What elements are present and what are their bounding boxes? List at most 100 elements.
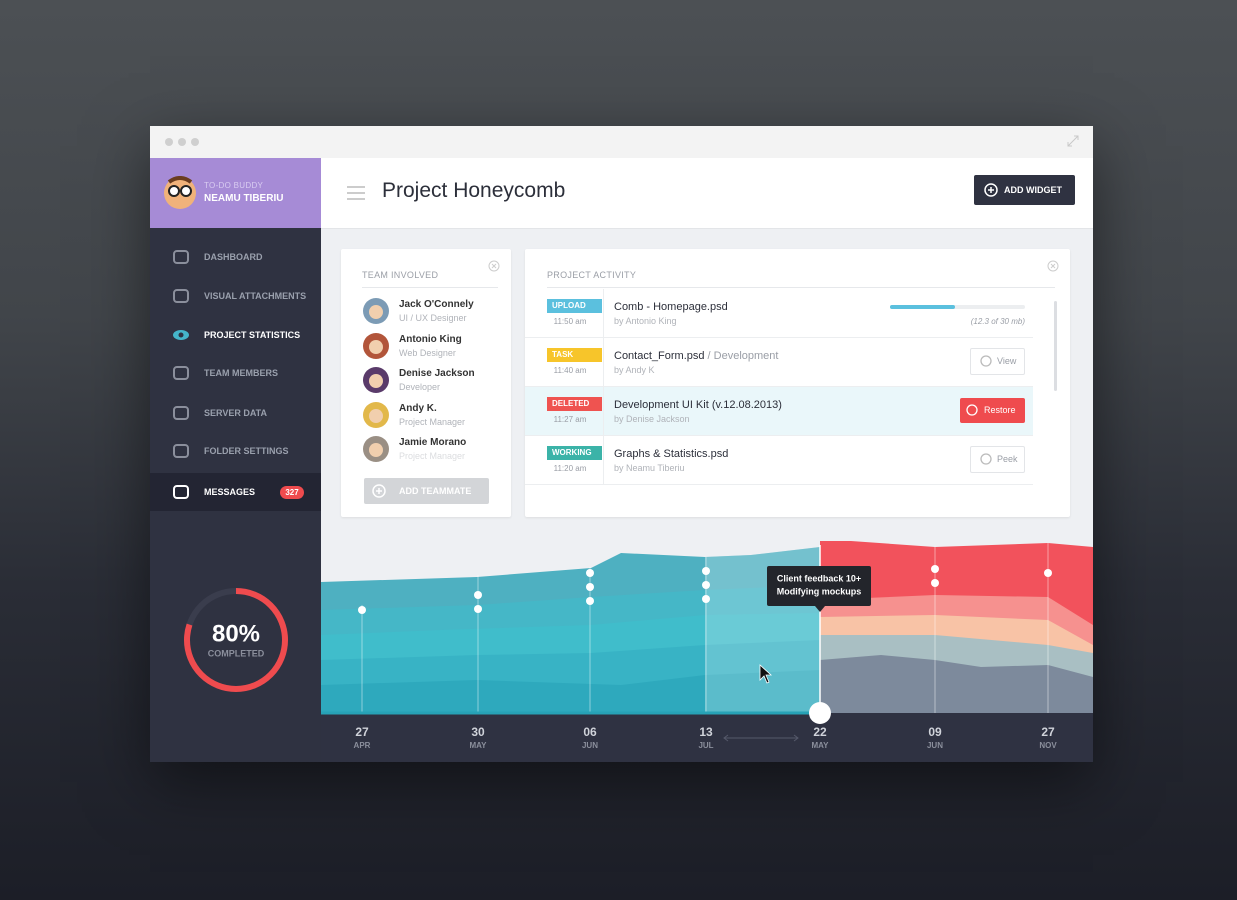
- activity-tag: UPLOAD: [547, 299, 602, 313]
- date-day: 09: [928, 725, 942, 739]
- icon-shape: [173, 289, 189, 303]
- date-month: JUN: [582, 741, 598, 750]
- file-name: Graphs & Statistics.psd: [614, 448, 728, 460]
- page-title: Project Honeycomb: [382, 179, 566, 202]
- file-name: Comb - Homepage.psd: [614, 301, 728, 313]
- menu-item[interactable]: PROJECT STATISTICS: [150, 316, 321, 354]
- menu-icon: [173, 444, 189, 458]
- menu-item[interactable]: FOLDER SETTINGS: [150, 432, 321, 470]
- date-month: NOV: [1039, 741, 1057, 750]
- icon-shape: [980, 355, 992, 367]
- icon-shape: [178, 332, 184, 338]
- file-name: Development UI Kit (v.12.08.2013): [614, 399, 782, 411]
- icon-shape: [173, 406, 189, 420]
- scrollbar[interactable]: [1054, 301, 1057, 391]
- upload-size: (12.3 of 30 mb): [970, 317, 1025, 326]
- action-icon: [980, 453, 992, 465]
- avatar-face: [369, 408, 383, 423]
- add-teammate-button[interactable]: ADD TEAMMATE: [364, 478, 489, 504]
- progress-label: 80%: [212, 620, 260, 647]
- menu-icon: [173, 366, 189, 380]
- menu-icon: [173, 289, 189, 303]
- member-role: Project Manager: [399, 451, 466, 461]
- action-label: Peek: [997, 454, 1018, 464]
- plus-icon: [372, 484, 386, 498]
- sidebar: TO-DO BUDDY NEAMU TIBERIU DASHBOARD VISUA…: [150, 158, 321, 762]
- avatar: [164, 176, 196, 209]
- menu-item[interactable]: MESSAGES 327: [150, 473, 321, 511]
- date-month: MAY: [811, 741, 829, 750]
- menu-icon[interactable]: [347, 186, 365, 200]
- add-widget-button[interactable]: ADD WIDGET: [974, 175, 1075, 205]
- menu-item[interactable]: VISUAL ATTACHMENTS: [150, 277, 321, 315]
- author: by Denise Jackson: [614, 414, 690, 424]
- menu-label: PROJECT STATISTICS: [204, 330, 301, 340]
- action-button[interactable]: Restore: [960, 398, 1025, 423]
- activity-tag: DELETED: [547, 397, 602, 411]
- menu-icon: [173, 485, 189, 499]
- activity-card: PROJECT ACTIVITY UPLOAD 11:50 am Comb - Ho…: [525, 249, 1070, 517]
- date-day: 06: [583, 725, 597, 739]
- tooltip-line: Client feedback 10+: [777, 573, 861, 583]
- action-icon: [980, 355, 992, 367]
- member-avatar: [363, 298, 389, 324]
- member-role: Developer: [399, 382, 441, 392]
- icon-shape: [173, 485, 189, 499]
- date-day: 22: [813, 725, 827, 739]
- window-controls: [165, 135, 1079, 147]
- activity-time: 11:20 am: [553, 464, 587, 473]
- app-name: TO-DO BUDDY: [204, 181, 264, 190]
- message-badge: 327: [280, 486, 304, 499]
- date-day: 27: [1041, 725, 1055, 739]
- author: by Antonio King: [614, 316, 677, 326]
- file-title[interactable]: Comb - Homepage.psd: [614, 301, 728, 313]
- menu-item[interactable]: SERVER DATA: [150, 394, 321, 432]
- member-name: Jack O'Connely: [399, 299, 474, 310]
- date-month: MAY: [469, 741, 487, 750]
- menu-icon: [173, 406, 189, 420]
- activity-row: TASK 11:40 am Contact_Form.psd / Developme…: [525, 338, 1033, 387]
- menu-label: MESSAGES: [204, 487, 256, 497]
- action-button[interactable]: Peek: [970, 446, 1025, 473]
- action-button[interactable]: View: [970, 348, 1025, 375]
- team-title: TEAM INVOLVED: [362, 270, 439, 280]
- activity-time: 11:27 am: [553, 415, 587, 424]
- icon-shape: [173, 250, 189, 264]
- date-month: JUL: [698, 741, 713, 750]
- file-title[interactable]: Graphs & Statistics.psd: [614, 448, 729, 460]
- progress-caption: COMPLETED: [208, 648, 265, 658]
- member-avatar: [363, 436, 389, 462]
- menu-item[interactable]: DASHBOARD: [150, 238, 321, 276]
- title-bar: [150, 126, 1093, 158]
- menu-item[interactable]: TEAM MEMBERS: [150, 354, 321, 392]
- activity-tag: WORKING: [547, 446, 602, 460]
- file-title[interactable]: Development UI Kit (v.12.08.2013): [614, 399, 782, 411]
- date-day: 30: [471, 725, 485, 739]
- divider: [603, 338, 604, 386]
- date-month: APR: [354, 741, 371, 750]
- author: by Andy K: [614, 365, 655, 375]
- menu-label: FOLDER SETTINGS: [204, 446, 289, 456]
- activity-row: WORKING 11:20 am Graphs & Statistics.psd by…: [525, 436, 1033, 485]
- folder: / Development: [707, 350, 779, 362]
- member-name: Andy K.: [399, 402, 437, 414]
- member-name: Jamie Morano: [399, 437, 467, 448]
- member-avatar: [363, 332, 389, 359]
- close-icon[interactable]: [488, 260, 500, 272]
- date-day: 27: [355, 725, 369, 739]
- file-title[interactable]: Contact_Form.psd: [614, 350, 705, 362]
- menu-icon: [173, 250, 189, 264]
- menu-label: TEAM MEMBERS: [204, 368, 278, 378]
- avatar-face: [369, 339, 383, 354]
- activity-row: UPLOAD 11:50 am Comb - Homepage.psd by Anto…: [525, 289, 1033, 338]
- action-label: Restore: [984, 405, 1016, 415]
- member-role: Project Manager: [399, 416, 466, 427]
- divider: [603, 289, 604, 337]
- activity-time: 11:50 am: [553, 317, 587, 326]
- file-name: Contact_Form.psd / Development: [614, 350, 778, 362]
- menu-label: VISUAL ATTACHMENTS: [204, 291, 307, 301]
- close-icon[interactable]: [1047, 260, 1059, 272]
- menu-label: SERVER DATA: [204, 408, 268, 418]
- date-month: JUN: [927, 741, 943, 750]
